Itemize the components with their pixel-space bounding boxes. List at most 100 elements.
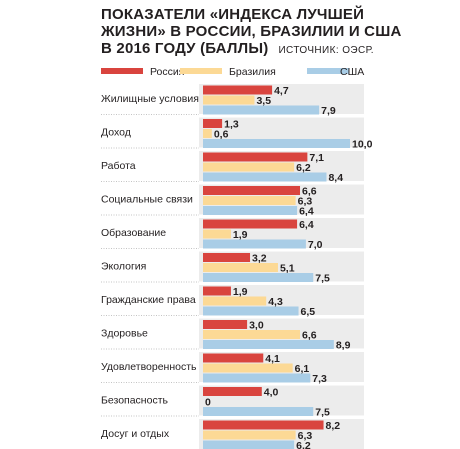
bar-бразилия (203, 129, 212, 138)
title-line-1: ПОКАЗАТЕЛИ «ИНДЕКСА ЛУЧШЕЙ (101, 6, 365, 23)
value-label-бразилия: 5,1 (280, 263, 295, 275)
category-label: Здоровье (101, 328, 148, 340)
value-label-сша: 7,9 (321, 105, 336, 117)
row-5: Экология 3,2 5,1 7,5 (101, 251, 364, 285)
row-9: Безопасность 4,0 0 7,5 (101, 385, 364, 419)
bar-бразилия (203, 363, 293, 373)
bar-россия (203, 219, 298, 229)
value-label-россия: 7,1 (309, 152, 324, 164)
value-label-сша: 6,5 (301, 306, 316, 318)
bar-сша (203, 172, 327, 182)
bar-сша (203, 340, 334, 349)
value-label-россия: 4,7 (274, 85, 289, 97)
row-0: Жилищные условия 4,73,5 7,9 (101, 84, 364, 117)
value-label-сша: 7,5 (315, 407, 330, 419)
value-label-сша: 6,2 (296, 440, 311, 449)
bar-сша (203, 373, 311, 383)
category-label: Работа (101, 160, 136, 172)
value-label-россия: 3,0 (249, 320, 264, 332)
legend: Россия Бразилия США (101, 66, 364, 78)
bar-россия (203, 286, 231, 296)
category-label: Удовлетворенность (101, 361, 197, 373)
category-label: Доход (101, 127, 131, 139)
bar-бразилия (203, 196, 296, 205)
value-label-россия: 4,0 (264, 387, 279, 399)
category-label: Жилищные условия (101, 93, 199, 105)
value-label-сша: 10,0 (352, 139, 373, 151)
value-label-сша: 7,3 (312, 373, 327, 385)
title-line-3-text: В 2016 ГОДУ (БАЛЛЫ) (101, 40, 269, 57)
value-label-бразилия: 6,2 (296, 162, 311, 174)
category-label: Образование (101, 227, 166, 239)
row-7: Здоровье 3,0 6,6 8,9 (101, 318, 364, 352)
bar-россия (203, 320, 248, 329)
bar-сша (203, 440, 295, 449)
legend-label-1: Бразилия (229, 66, 276, 78)
row-3: Социальные связи 6,66,36,4 (101, 184, 364, 218)
row-2: Работа 7,16,2 8,4 (101, 151, 364, 184)
title-line-3: В 2016 ГОДУ (БАЛЛЫ) ИСТОЧНИК: ОЭСР. (101, 40, 441, 59)
value-label-бразилия: 6,3 (298, 430, 313, 442)
chart-rows: Жилищные условия 4,73,5 7,9 Доход 1,30,6 10,0… (101, 84, 373, 449)
bar-сша (203, 306, 299, 316)
row-4: Образование 6,4 1,9 7,0 (101, 218, 364, 251)
bar-бразилия (203, 95, 255, 105)
value-label-бразилия: 6,1 (295, 363, 310, 375)
legend-item-2: США (307, 66, 364, 78)
legend-swatch-2 (307, 68, 349, 74)
bar-сша (203, 139, 350, 148)
category-label: Гражданские права (101, 294, 196, 306)
bar-сша (203, 206, 298, 215)
value-label-россия: 8,2 (326, 420, 341, 432)
bar-сша (203, 105, 320, 115)
category-label: Экология (101, 261, 146, 273)
value-label-сша: 8,9 (336, 340, 351, 352)
bar-россия (203, 353, 264, 363)
legend-label-0: Россия (150, 66, 184, 78)
bar-бразилия (203, 296, 267, 306)
value-label-сша: 6,4 (299, 206, 314, 218)
value-label-россия: 3,2 (252, 253, 267, 265)
bar-россия (203, 420, 324, 430)
value-label-сша: 7,5 (315, 273, 330, 285)
row-10: Досуг и отдых 8,2 6,36,2 (101, 419, 364, 449)
bar-бразилия (203, 263, 278, 272)
value-label-сша: 7,0 (308, 239, 323, 251)
value-label-россия: 6,6 (302, 186, 317, 198)
row-8: Удовлетворенность 4,1 6,17,3 (101, 352, 364, 385)
value-label-бразилия: 6,3 (298, 196, 313, 208)
value-label-россия: 1,3 (224, 119, 239, 131)
value-label-россия: 4,1 (265, 353, 280, 365)
bar-россия (203, 186, 301, 195)
chart-title: ПОКАЗАТЕЛИ «ИНДЕКСА ЛУЧШЕЙ ЖИЗНИ» В РОСС… (101, 6, 441, 59)
bar-бразилия (203, 162, 295, 172)
bar-сша (203, 273, 314, 282)
bar-россия (203, 253, 251, 262)
value-label-бразилия: 0 (205, 397, 211, 409)
title-line-2: ЖИЗНИ» В РОССИИ, БРАЗИЛИИ И США (101, 23, 402, 40)
source-note: ИСТОЧНИК: ОЭСР. (278, 45, 374, 56)
bar-сша (203, 407, 314, 416)
value-label-бразилия: 3,5 (256, 95, 271, 107)
bar-россия (203, 85, 273, 95)
value-label-бразилия: 6,6 (302, 330, 317, 342)
bar-россия (203, 119, 223, 128)
category-label: Досуг и отдых (101, 428, 170, 440)
value-label-бразилия: 0,6 (214, 129, 229, 141)
value-label-россия: 6,4 (299, 219, 314, 231)
row-6: Гражданские права 1,9 4,3 6,5 (101, 285, 364, 318)
bar-бразилия (203, 229, 231, 239)
legend-swatch-0 (101, 68, 143, 74)
bar-сша (203, 239, 306, 249)
bar-россия (203, 152, 308, 162)
category-label: Социальные связи (101, 194, 193, 206)
legend-item-0: Россия (101, 66, 184, 78)
value-label-бразилия: 1,9 (233, 229, 248, 241)
bar-бразилия (203, 430, 296, 440)
value-label-россия: 1,9 (233, 286, 248, 298)
value-label-бразилия: 4,3 (268, 296, 283, 308)
bar-россия (203, 387, 262, 396)
row-1: Доход 1,30,6 10,0 (101, 117, 373, 151)
value-label-сша: 8,4 (328, 172, 343, 184)
